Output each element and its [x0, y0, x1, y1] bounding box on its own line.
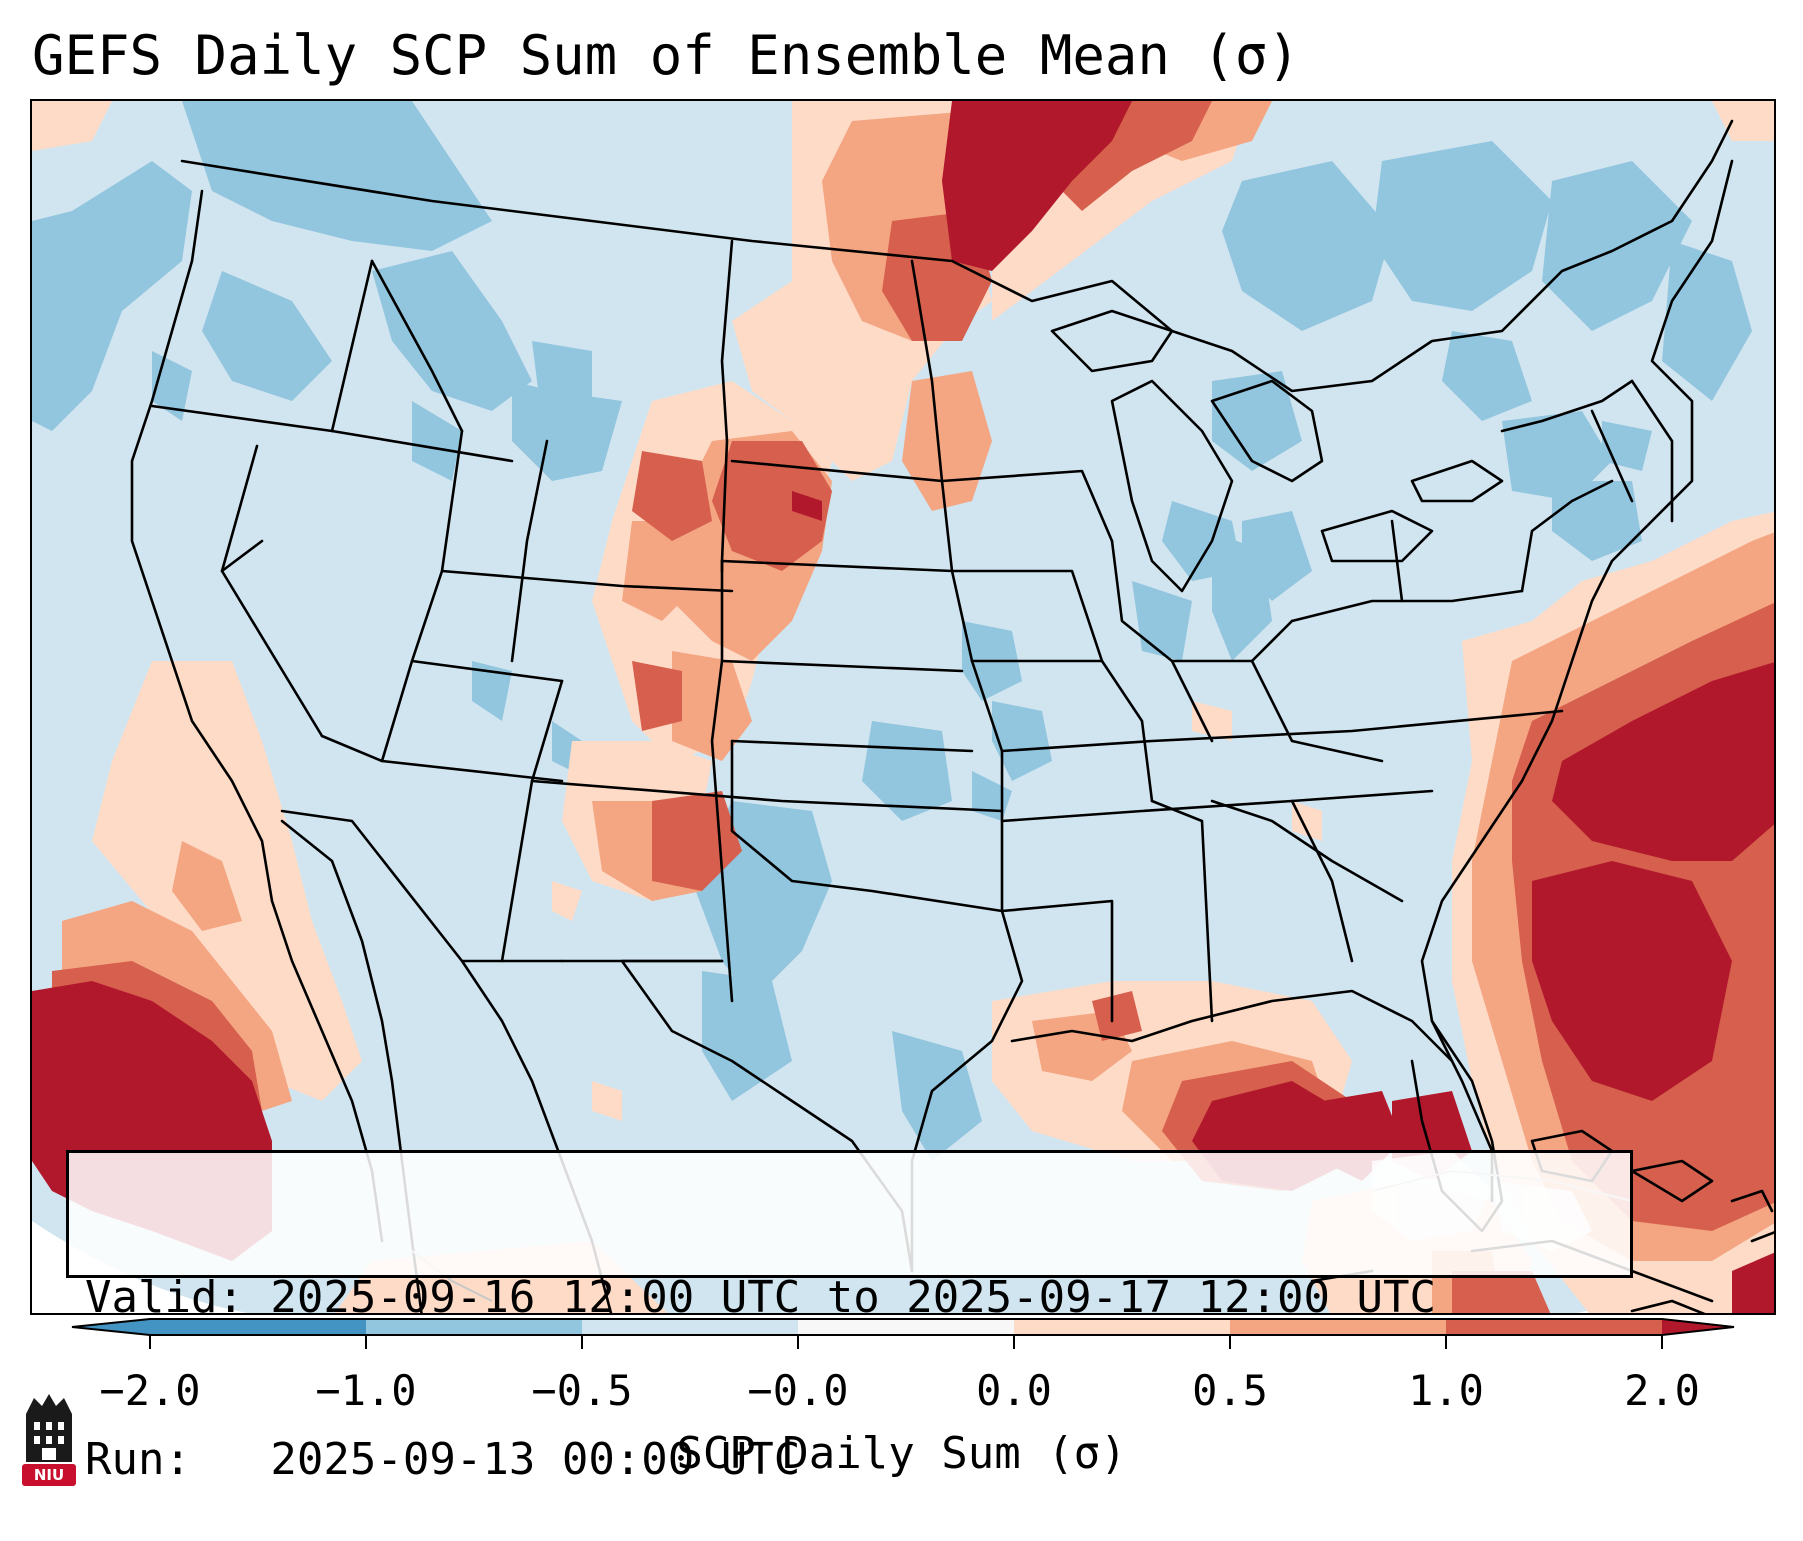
boundary-lines: [130, 119, 1774, 1313]
colorbar-tick-label: −1.0: [315, 1366, 417, 1415]
colorbar-tick-label: 2.0: [1624, 1366, 1700, 1415]
colorbar-bin-0-05: [1014, 1319, 1230, 1335]
niu-tower-icon: [22, 1394, 76, 1486]
niu-logo: NIU: [20, 1392, 78, 1488]
page-title: GEFS Daily SCP Sum of Ensemble Mean (σ): [32, 24, 1300, 87]
map-panel: [30, 99, 1776, 1315]
valid-time-info-box: Valid: 2025-09-16 12:00 UTC to 2025-09-1…: [66, 1150, 1633, 1485]
colorbar-bin-1-2: [1446, 1319, 1662, 1335]
colorbar-bin-neg05-0: [582, 1319, 798, 1335]
niu-logo-text: NIU: [33, 1466, 65, 1484]
colorbar-bin-zero: [798, 1319, 1014, 1335]
colorbar-extend-low: [72, 1319, 150, 1335]
colorbar: [71, 1318, 1735, 1349]
colorbar-tick-label: 0.0: [976, 1366, 1052, 1415]
colorbar-tick-label: −2.0: [99, 1366, 201, 1415]
colorbar-bin-neg2-neg1: [150, 1319, 366, 1335]
colorbar-tick-label: −0.0: [747, 1366, 849, 1415]
map-canvas: [32, 101, 1774, 1313]
colorbar-label: SCP Daily Sum (σ): [676, 1428, 1127, 1479]
colorbar-tick-label: 0.5: [1192, 1366, 1268, 1415]
colorbar-tick-label: 1.0: [1408, 1366, 1484, 1415]
colorbar-tick-label: −0.5: [531, 1366, 633, 1415]
colorbar-extend-high: [1662, 1319, 1734, 1335]
negative-anomaly-patches: [32, 101, 1752, 1161]
colorbar-bin-neg1-neg05: [366, 1319, 582, 1335]
valid-line: Valid: 2025-09-16 12:00 UTC to 2025-09-1…: [85, 1272, 1437, 1323]
projection-edge-left: [32, 1221, 248, 1313]
colorbar-ticks: [149, 1335, 1663, 1349]
run-line: Run: 2025-09-13 00:00 UTC: [85, 1434, 801, 1485]
colorbar-bin-05-1: [1230, 1319, 1446, 1335]
